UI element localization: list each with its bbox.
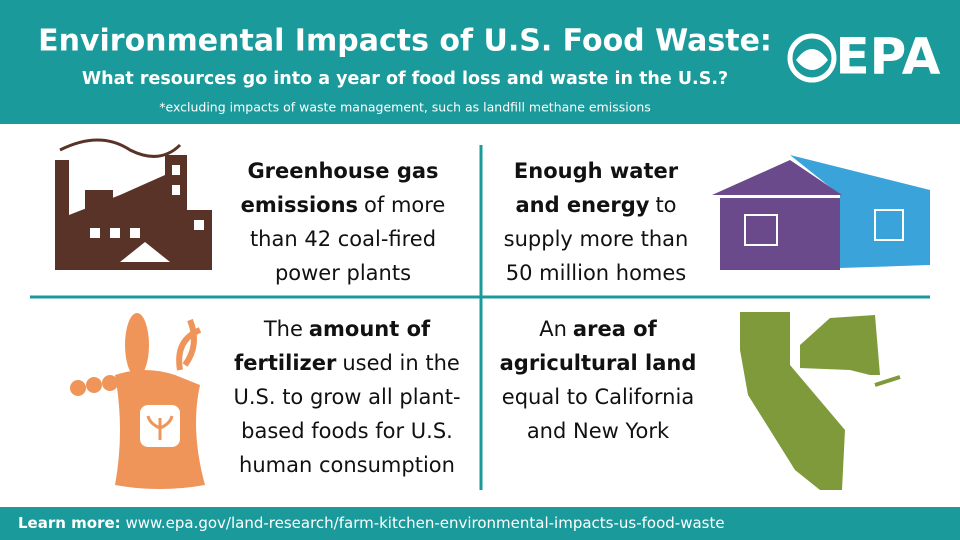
panel-line: agricultural land: [500, 351, 697, 375]
panel-line: based foods for U.S.: [241, 419, 453, 443]
panels: Greenhouse gas emissions of more than 42 co…: [233, 159, 696, 477]
factory-icon: [55, 138, 212, 270]
footer-url[interactable]: www.epa.gov/land-research/farm-kitchen-e…: [125, 514, 724, 532]
text: U.S. to grow all plant-: [233, 385, 460, 409]
panel-line: and New York: [527, 419, 670, 443]
panel-line: The amount of: [263, 317, 431, 341]
bold-text: amount of: [309, 317, 431, 341]
panel-line: supply more than: [504, 227, 689, 251]
bold-text: emissions: [241, 193, 358, 217]
panel-line: human consumption: [239, 453, 455, 477]
bold-text: fertilizer: [234, 351, 337, 375]
text: human consumption: [239, 453, 455, 477]
panel-line: equal to California: [502, 385, 694, 409]
text: 50 million homes: [506, 261, 687, 285]
text: to: [655, 193, 676, 217]
panel-line: An area of: [539, 317, 657, 341]
bold-text: Greenhouse gas: [247, 159, 438, 183]
panel-line: power plants: [275, 261, 411, 285]
house-icon: [712, 155, 930, 270]
title: Environmental Impacts of U.S. Food Waste…: [38, 24, 772, 59]
panel-line: fertilizer used in the: [234, 351, 460, 375]
text: equal to California: [502, 385, 694, 409]
footer-band: [0, 507, 960, 540]
text: used in the: [342, 351, 459, 375]
panel-line: 50 million homes: [506, 261, 687, 285]
text: supply more than: [504, 227, 689, 251]
text: power plants: [275, 261, 411, 285]
fertilizer-icon: [70, 313, 205, 489]
subtitle: What resources go into a year of food lo…: [82, 69, 728, 89]
panel-line: U.S. to grow all plant-: [233, 385, 460, 409]
text: based foods for U.S.: [241, 419, 453, 443]
text: An: [539, 317, 567, 341]
panel-line: Greenhouse gas: [247, 159, 438, 183]
logo-text: EPA: [836, 28, 941, 86]
footer-label: Learn more:: [18, 514, 121, 532]
text: The: [263, 317, 303, 341]
panel-line: than 42 coal-fired: [250, 227, 436, 251]
bold-text: area of: [573, 317, 658, 341]
text: and New York: [527, 419, 670, 443]
bold-text: Enough water: [514, 159, 679, 183]
panel-line: and energy to: [515, 193, 676, 217]
panel-line: Enough water: [514, 159, 679, 183]
bold-text: agricultural land: [500, 351, 697, 375]
text: of more: [364, 193, 445, 217]
epa-logo: EPA: [787, 28, 941, 86]
footer: Learn more: www.epa.gov/land-research/fa…: [18, 514, 725, 532]
text: than 42 coal-fired: [250, 227, 436, 251]
bold-text: and energy: [515, 193, 649, 217]
note: *excluding impacts of waste management, …: [159, 100, 651, 115]
panel-line: emissions of more: [241, 193, 446, 217]
map-icon: [740, 312, 901, 490]
